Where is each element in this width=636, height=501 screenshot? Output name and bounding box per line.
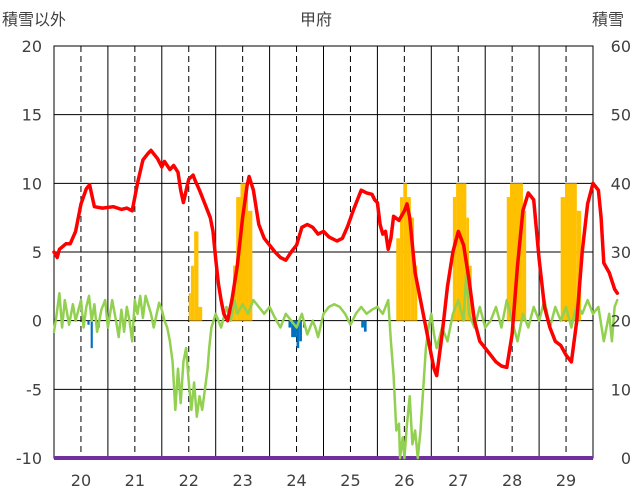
x-tick-label: 20 — [71, 471, 91, 490]
orange-bar — [576, 210, 582, 321]
blue-bar — [288, 320, 292, 328]
right-tick-label: 30 — [611, 243, 631, 262]
orange-bar — [188, 293, 191, 321]
left-tick-label: 20 — [22, 37, 42, 56]
x-tick-label: 23 — [232, 471, 252, 490]
orange-bar — [248, 210, 253, 321]
x-tick-label: 22 — [179, 471, 199, 490]
left-tick-label: 10 — [22, 174, 42, 193]
right-tick-label: 40 — [611, 174, 631, 193]
left-tick-label: -10 — [16, 449, 42, 468]
orange-bar — [403, 183, 408, 321]
orange-bar — [240, 183, 249, 321]
green-line-series — [52, 271, 619, 460]
orange-bar — [396, 238, 401, 321]
orange-bar — [564, 183, 577, 321]
x-tick-label: 29 — [556, 471, 576, 490]
right-tick-label: 60 — [611, 37, 631, 56]
right-axis-title: 積雪 — [592, 12, 625, 29]
right-tick-label: 50 — [611, 106, 631, 125]
left-tick-label: 5 — [32, 243, 42, 262]
lines-layer — [52, 148, 620, 460]
right-tick-label: 0 — [621, 449, 631, 468]
right-tick-label: 20 — [611, 312, 631, 331]
right-tick-label: 10 — [611, 380, 631, 399]
orange-bar — [400, 197, 404, 321]
orange-bar — [509, 183, 523, 321]
left-axis-ticks: -10 -5 0 5 10 15 20 — [16, 37, 42, 468]
red-line-series — [52, 148, 620, 378]
plot-area — [53, 45, 594, 459]
x-tick-label: 26 — [394, 471, 414, 490]
orange-bar — [194, 231, 199, 321]
blue-bar — [361, 320, 364, 328]
blue-bar — [299, 320, 302, 342]
left-axis-title: 積雪以外 — [2, 12, 67, 29]
left-tick-label: 0 — [32, 312, 42, 331]
orange-bar — [456, 183, 467, 321]
x-tick-label: 27 — [448, 471, 468, 490]
orange-bar — [190, 265, 195, 321]
blue-bar — [291, 320, 297, 338]
x-tick-label: 28 — [502, 471, 522, 490]
left-tick-label: 15 — [22, 106, 42, 125]
blue-bar — [87, 320, 90, 325]
blue-bar — [90, 320, 93, 349]
orange-bar — [198, 306, 203, 321]
x-tick-label: 21 — [125, 471, 145, 490]
x-tick-label: 25 — [340, 471, 360, 490]
chart-title: 甲府 — [300, 12, 333, 29]
orange-bar — [522, 210, 527, 321]
right-axis-ticks: 0 10 20 30 40 50 60 — [611, 37, 631, 468]
x-tick-label: 24 — [286, 471, 306, 490]
orange-bar — [506, 197, 510, 321]
left-tick-label: -5 — [26, 380, 42, 399]
blue-bar — [363, 320, 367, 332]
orange-bar — [452, 197, 457, 321]
orange-bar — [407, 197, 411, 321]
blue-bar — [296, 320, 300, 349]
orange-bar — [410, 217, 415, 321]
orange-bar — [560, 197, 565, 321]
x-axis-ticks: 20 21 22 23 24 25 26 27 28 29 — [71, 471, 576, 490]
orange-bar — [414, 265, 418, 321]
